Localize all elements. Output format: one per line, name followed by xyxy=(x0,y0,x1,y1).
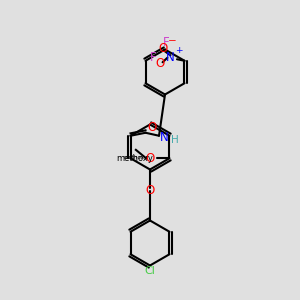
Text: methoxy: methoxy xyxy=(116,154,153,163)
Text: O: O xyxy=(146,184,154,197)
Text: F: F xyxy=(150,51,157,64)
Text: O: O xyxy=(159,42,168,55)
Text: −: − xyxy=(168,36,176,46)
Text: +: + xyxy=(175,46,182,55)
Text: methoxy: methoxy xyxy=(124,155,148,160)
Text: Cl: Cl xyxy=(145,266,155,276)
Text: O: O xyxy=(146,152,154,165)
Text: N: N xyxy=(166,51,175,64)
Text: H: H xyxy=(171,135,178,145)
Text: F: F xyxy=(163,36,170,50)
Text: N: N xyxy=(160,131,169,144)
Text: O: O xyxy=(148,121,157,134)
Text: O: O xyxy=(155,57,164,70)
